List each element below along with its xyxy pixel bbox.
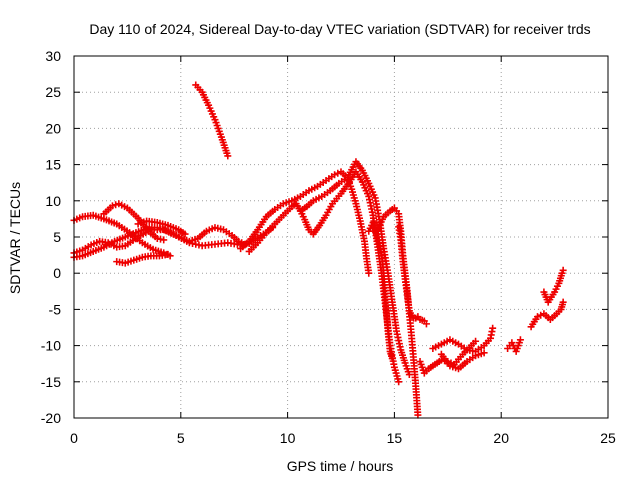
y-tick-label: -5 (49, 301, 62, 317)
y-tick-label: 15 (45, 157, 61, 173)
series-track-q (504, 336, 524, 355)
x-tick-label: 25 (600, 430, 616, 446)
data-point (489, 324, 497, 332)
series-track-h (237, 168, 373, 277)
data-point (224, 152, 232, 160)
series-track-b (70, 211, 174, 260)
series-track-e (113, 250, 172, 267)
x-axis-title: GPS time / hours (287, 458, 394, 474)
y-tick-label: 5 (53, 229, 61, 245)
series-track-j (296, 158, 413, 379)
y-tick-label: -20 (41, 410, 61, 426)
data-marks (70, 81, 567, 419)
data-point (534, 313, 542, 321)
series-track-o (429, 324, 497, 355)
y-tick-label: 25 (45, 84, 61, 100)
data-point (414, 411, 422, 419)
series-track-p (437, 349, 488, 373)
y-tick-label: 10 (45, 193, 61, 209)
data-point (234, 237, 242, 245)
data-point (422, 320, 430, 328)
data-point (472, 337, 480, 345)
series-track-r (527, 298, 567, 331)
data-point (112, 201, 120, 209)
y-tick-label: 30 (45, 48, 61, 64)
x-tick-label: 10 (280, 430, 296, 446)
y-tick-label: -15 (41, 374, 61, 390)
y-tick-label: 20 (45, 120, 61, 136)
data-point (160, 236, 168, 244)
x-tick-label: 15 (387, 430, 403, 446)
data-point (164, 250, 172, 258)
series-track-s (540, 266, 567, 306)
data-point (331, 171, 339, 179)
y-tick-label: 0 (53, 265, 61, 281)
series-track-k (365, 219, 396, 363)
chart-title: Day 110 of 2024, Sidereal Day-to-day VTE… (89, 21, 590, 37)
data-point (516, 336, 524, 344)
data-point (181, 230, 189, 238)
series-track-g (192, 81, 232, 160)
data-point (108, 202, 116, 210)
data-point (559, 266, 567, 274)
data-point (559, 298, 567, 306)
x-tick-label: 5 (177, 430, 185, 446)
data-point (395, 378, 403, 386)
data-point (480, 349, 488, 357)
x-tick-label: 0 (70, 430, 78, 446)
data-point (365, 269, 373, 277)
y-tick-label: -10 (41, 338, 61, 354)
y-axis-title: SDTVAR / TECUs (7, 182, 23, 294)
data-point (388, 355, 396, 363)
series-track-m (395, 223, 430, 328)
series-track-f (134, 217, 189, 238)
x-tick-label: 20 (493, 430, 509, 446)
axis-ticks: 0 5 10 15 20 25 -20 -15 -10 -5 0 5 10 15 20 25 30 (41, 48, 616, 446)
